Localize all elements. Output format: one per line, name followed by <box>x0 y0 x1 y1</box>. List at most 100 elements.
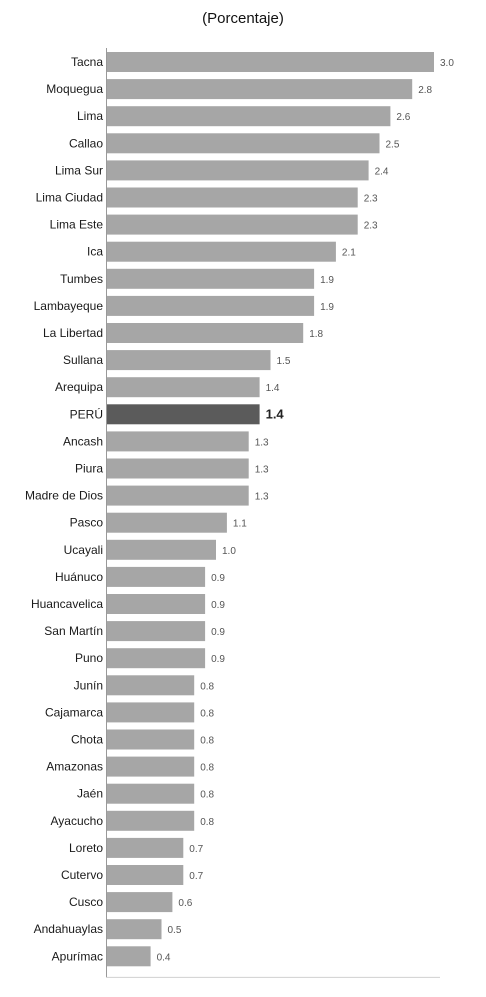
value-label-4: 2.4 <box>375 166 389 177</box>
value-label-28: 0.8 <box>200 817 214 828</box>
category-label-25: Chota <box>71 733 103 747</box>
category-label-8: Tumbes <box>60 272 103 286</box>
category-label-2: Lima <box>77 109 103 123</box>
bar-17 <box>107 512 227 533</box>
value-label-3: 2.5 <box>386 139 400 150</box>
category-label-28: Ayacucho <box>51 814 104 828</box>
bar-25 <box>107 729 195 750</box>
bar-8 <box>107 268 315 289</box>
category-label-19: Huánuco <box>55 570 103 584</box>
bar-26 <box>107 756 195 777</box>
category-label-0: Tacna <box>71 55 103 69</box>
value-label-19: 0.9 <box>211 573 225 584</box>
category-label-26: Amazonas <box>46 760 103 774</box>
value-label-0: 3.0 <box>440 58 454 69</box>
bar-31 <box>107 892 173 913</box>
value-label-17: 1.1 <box>233 519 247 530</box>
category-label-30: Cutervo <box>61 868 103 882</box>
category-label-6: Lima Este <box>50 218 104 232</box>
value-label-22: 0.9 <box>211 654 225 665</box>
bar-4 <box>107 160 369 181</box>
bar-16 <box>107 485 249 506</box>
value-label-18: 1.0 <box>222 546 236 557</box>
bar-3 <box>107 133 380 154</box>
value-label-20: 0.9 <box>211 600 225 611</box>
bar-20 <box>107 594 206 614</box>
value-label-2: 2.6 <box>396 112 410 123</box>
category-label-12: Arequipa <box>55 380 103 394</box>
category-label-9: Lambayeque <box>34 299 104 313</box>
bar-13 <box>107 404 260 425</box>
value-label-29: 0.7 <box>189 844 203 855</box>
bar-15 <box>107 458 249 479</box>
bar-24 <box>107 702 195 723</box>
category-label-16: Madre de Dios <box>25 489 103 503</box>
category-label-3: Callao <box>69 136 103 150</box>
bar-28 <box>107 810 195 831</box>
category-label-20: Huancavelica <box>31 597 103 611</box>
value-label-5: 2.3 <box>364 194 378 205</box>
value-label-1: 2.8 <box>418 85 432 96</box>
bar-23 <box>107 675 195 696</box>
bar-33 <box>107 946 151 967</box>
category-label-21: San Martín <box>44 624 103 638</box>
value-label-15: 1.3 <box>255 465 269 476</box>
value-label-9: 1.9 <box>320 302 334 313</box>
category-label-1: Moquegua <box>46 82 103 96</box>
bar-7 <box>107 241 336 262</box>
bar-27 <box>107 783 195 804</box>
category-label-22: Puno <box>75 651 103 665</box>
category-label-13: PERÚ <box>70 406 103 421</box>
value-label-14: 1.3 <box>255 437 269 448</box>
value-label-25: 0.8 <box>200 736 214 747</box>
bar-32 <box>107 919 162 940</box>
value-label-30: 0.7 <box>189 871 203 882</box>
bar-5 <box>107 187 358 208</box>
bar-1 <box>107 79 413 100</box>
value-label-16: 1.3 <box>255 492 269 503</box>
chart-title: (Porcentaje) <box>202 10 284 27</box>
bar-19 <box>107 566 206 587</box>
value-label-32: 0.5 <box>168 925 182 936</box>
bar-9 <box>107 295 315 316</box>
category-label-7: Ica <box>87 245 103 259</box>
value-label-31: 0.6 <box>178 898 192 909</box>
category-label-18: Ucayali <box>64 543 103 557</box>
category-label-14: Ancash <box>63 434 103 448</box>
category-label-23: Junín <box>74 678 103 692</box>
bar-11 <box>107 350 271 371</box>
bar-10 <box>107 323 304 343</box>
category-label-11: Sullana <box>63 353 103 367</box>
value-label-21: 0.9 <box>211 627 225 638</box>
value-label-26: 0.8 <box>200 763 214 774</box>
category-label-4: Lima Sur <box>55 163 103 177</box>
bar-2 <box>107 106 391 127</box>
category-label-33: Apurímac <box>52 949 103 963</box>
category-label-17: Pasco <box>70 516 104 530</box>
category-label-29: Loreto <box>69 841 103 855</box>
bar-12 <box>107 377 260 398</box>
bar-21 <box>107 621 206 642</box>
value-label-10: 1.8 <box>309 329 323 340</box>
value-label-6: 2.3 <box>364 221 378 232</box>
value-label-24: 0.8 <box>200 708 214 719</box>
value-label-33: 0.4 <box>157 952 171 963</box>
bar-30 <box>107 865 184 885</box>
bar-6 <box>107 214 358 235</box>
value-label-8: 1.9 <box>320 275 334 286</box>
value-label-7: 2.1 <box>342 248 356 259</box>
value-label-27: 0.8 <box>200 790 214 801</box>
bar-0 <box>107 52 434 72</box>
value-label-23: 0.8 <box>200 681 214 692</box>
bar-14 <box>107 431 249 452</box>
value-label-13: 1.4 <box>266 406 285 421</box>
category-label-27: Jaén <box>77 787 103 801</box>
category-label-5: Lima Ciudad <box>36 191 103 205</box>
value-label-11: 1.5 <box>277 356 291 367</box>
bar-29 <box>107 837 184 858</box>
category-label-32: Andahuaylas <box>34 922 103 936</box>
category-label-31: Cusco <box>69 895 103 909</box>
category-label-10: La Libertad <box>43 326 103 340</box>
value-label-12: 1.4 <box>266 383 280 394</box>
